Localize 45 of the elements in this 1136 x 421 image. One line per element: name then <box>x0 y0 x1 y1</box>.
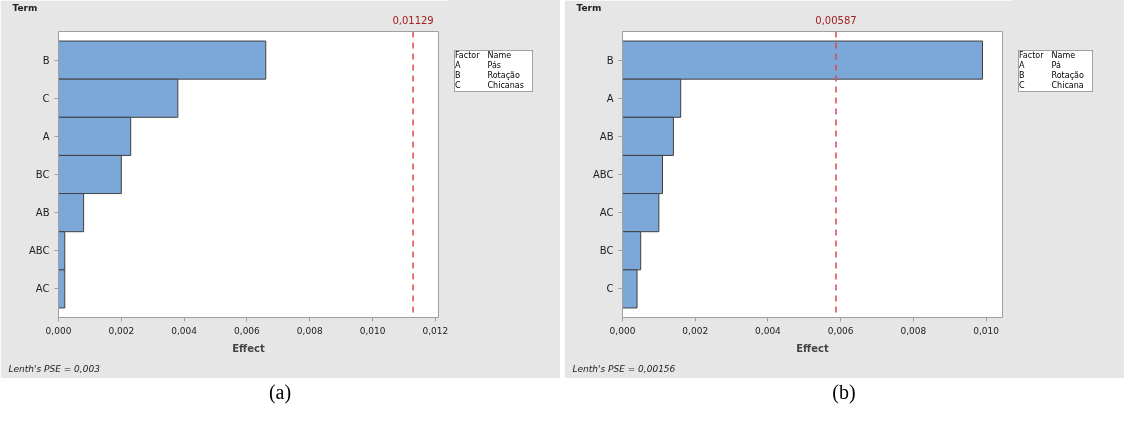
y-axis-title: Term <box>576 2 602 13</box>
text: Lenth's PSE = 0,003 <box>8 363 101 374</box>
x-tick-label: 0,002 <box>108 325 135 336</box>
x-tick-label: 0,008 <box>296 325 323 336</box>
text: C Chicanas <box>455 81 524 90</box>
x-tick-label: 0,012 <box>422 325 449 336</box>
text: C Chicana <box>1019 81 1084 90</box>
y-tick-label: ABC <box>28 245 50 257</box>
y-tick-label: BC <box>35 169 50 180</box>
text: (a) <box>268 380 292 406</box>
y-tick-label: AC <box>599 207 614 219</box>
y-tick-label: BC <box>599 245 614 257</box>
y-tick-label: A <box>42 130 50 142</box>
x-tick-label: 0,004 <box>755 325 782 336</box>
ref-line-label: 0,01129 <box>392 14 434 26</box>
x-tick-label: 0,008 <box>900 325 927 336</box>
y-tick-label: ABC <box>592 169 614 180</box>
text: B Rotação <box>1019 71 1084 80</box>
y-axis-title: Term <box>12 2 38 13</box>
x-tick-label: 0,010 <box>359 325 386 336</box>
text: A Pás <box>455 61 502 70</box>
x-axis-title: Effect <box>796 342 829 354</box>
text: Lenth's PSE = 0,00156 <box>572 363 676 374</box>
x-tick-label: 0,010 <box>973 325 1000 336</box>
y-tick-label: C <box>606 283 614 295</box>
y-tick-label: AC <box>35 283 50 295</box>
y-tick-label: C <box>42 92 50 104</box>
x-tick-label: 0,002 <box>682 325 709 336</box>
text: (b) <box>832 380 856 405</box>
x-tick-label: 0,000 <box>609 325 636 336</box>
ref-line-label: 0,00587 <box>815 14 857 26</box>
x-tick-label: 0,000 <box>45 325 72 336</box>
x-axis-title: Effect <box>232 342 265 354</box>
text: A Pá <box>1019 61 1061 70</box>
text: Factor Name <box>454 50 513 61</box>
y-tick-label: AB <box>599 130 614 142</box>
x-tick-label: 0,006 <box>234 325 261 336</box>
text: Factor Name <box>1018 50 1077 61</box>
y-tick-label: AB <box>35 207 50 219</box>
y-tick-label: B <box>42 54 50 66</box>
x-tick-label: 0,006 <box>827 325 854 336</box>
x-tick-label: 0,004 <box>171 325 198 336</box>
y-tick-label: B <box>606 54 614 66</box>
text: B Rotação <box>455 71 520 80</box>
y-tick-label: A <box>606 92 614 104</box>
